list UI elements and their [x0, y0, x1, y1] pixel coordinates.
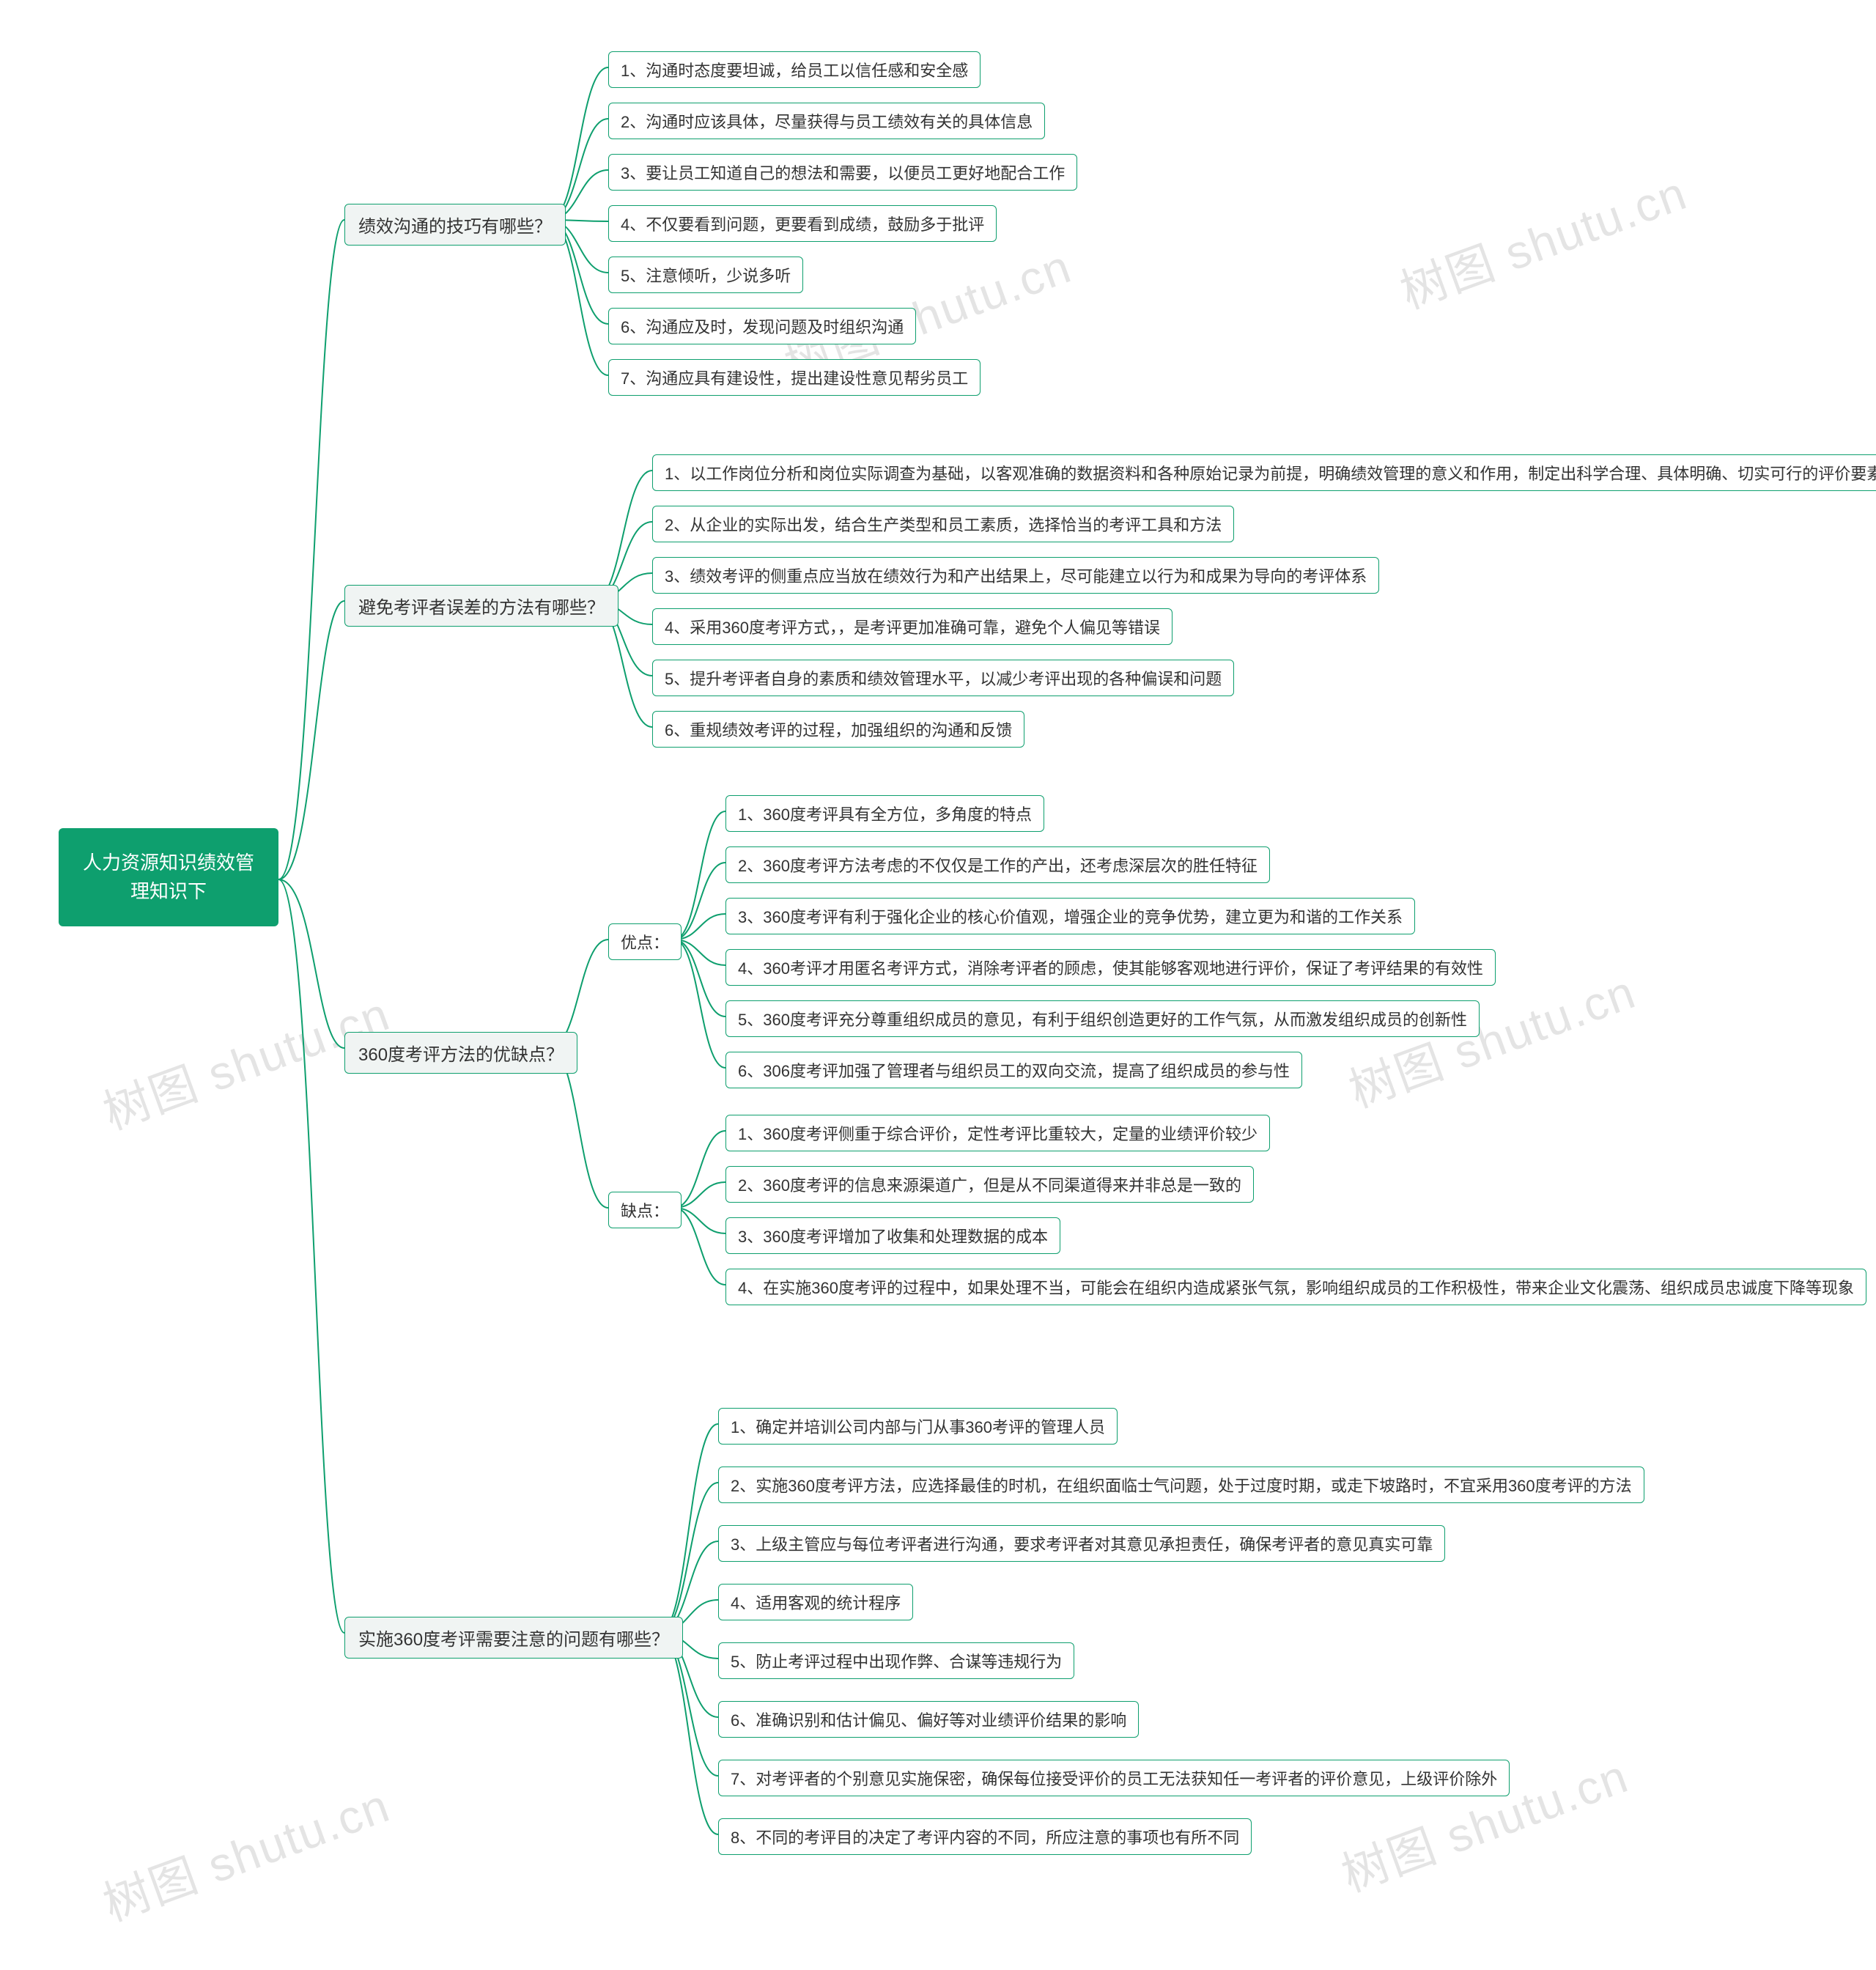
mindmap-canvas: 树图 shutu.cn 树图 shutu.cn 树图 shutu.cn 树图 s… [0, 0, 1876, 1970]
root-node: 人力资源知识绩效管理知识下 [59, 828, 278, 926]
leaf: 3、360度考评有利于强化企业的核心价值观，增强企业的竞争优势，建立更为和谐的工… [725, 898, 1415, 934]
leaf: 5、提升考评者自身的素质和绩效管理水平，以减少考评出现的各种偏误和问题 [652, 660, 1234, 696]
leaf: 5、360度考评充分尊重组织成员的意见，有利于组织创造更好的工作气氛，从而激发组… [725, 1000, 1480, 1037]
branch-communication-skills: 绩效沟通的技巧有哪些？ [344, 204, 566, 246]
leaf: 4、不仅要看到问题，更要看到成绩，鼓励多于批评 [608, 205, 997, 242]
leaf: 6、沟通应及时，发现问题及时组织沟通 [608, 308, 916, 344]
branch-avoid-bias: 避免考评者误差的方法有哪些？ [344, 585, 618, 627]
leaf: 1、360度考评侧重于综合评价，定性考评比重较大，定量的业绩评价较少 [725, 1115, 1270, 1151]
leaf: 3、绩效考评的侧重点应当放在绩效行为和产出结果上，尽可能建立以行为和成果为导向的… [652, 557, 1379, 594]
leaf: 1、以工作岗位分析和岗位实际调查为基础，以客观准确的数据资料和各种原始记录为前提… [652, 454, 1876, 491]
leaf: 6、306度考评加强了管理者与组织员工的双向交流，提高了组织成员的参与性 [725, 1052, 1302, 1088]
leaf: 4、适用客观的统计程序 [718, 1584, 913, 1620]
leaf: 2、实施360度考评方法，应选择最佳的时机，在组织面临士气问题，处于过度时期，或… [718, 1467, 1644, 1503]
watermark: 树图 shutu.cn [93, 1768, 398, 1935]
leaf: 3、要让员工知道自己的想法和需要，以便员工更好地配合工作 [608, 154, 1077, 191]
branch-360-precautions: 实施360度考评需要注意的问题有哪些？ [344, 1617, 683, 1659]
leaf: 6、重规绩效考评的过程，加强组织的沟通和反馈 [652, 711, 1024, 748]
leaf: 2、360度考评的信息来源渠道广，但是从不同渠道得来并非总是一致的 [725, 1166, 1254, 1203]
leaf: 8、不同的考评目的决定了考评内容的不同，所应注意的事项也有所不同 [718, 1818, 1252, 1855]
leaf: 5、防止考评过程中出现作弊、合谋等违规行为 [718, 1642, 1074, 1679]
leaf: 2、沟通时应该具体，尽量获得与员工绩效有关的具体信息 [608, 103, 1045, 139]
leaf: 1、沟通时态度要坦诚，给员工以信任感和安全感 [608, 51, 981, 88]
leaf: 7、对考评者的个别意见实施保密，确保每位接受评价的员工无法获知任一考评者的评价意… [718, 1760, 1510, 1796]
subbranch-pros: 优点： [608, 923, 682, 960]
leaf: 4、采用360度考评方式，，是考评更加准确可靠，避免个人偏见等错误 [652, 608, 1172, 645]
leaf: 6、准确识别和估计偏见、偏好等对业绩评价结果的影响 [718, 1701, 1139, 1738]
leaf: 3、360度考评增加了收集和处理数据的成本 [725, 1217, 1060, 1254]
leaf: 3、上级主管应与每位考评者进行沟通，要求考评者对其意见承担责任，确保考评者的意见… [718, 1525, 1445, 1562]
leaf: 1、360度考评具有全方位，多角度的特点 [725, 795, 1044, 832]
leaf: 4、360考评才用匿名考评方式，消除考评者的顾虑，使其能够客观地进行评价，保证了… [725, 949, 1496, 986]
leaf: 2、360度考评方法考虑的不仅仅是工作的产出，还考虑深层次的胜任特征 [725, 846, 1270, 883]
leaf: 2、从企业的实际出发，结合生产类型和员工素质，选择恰当的考评工具和方法 [652, 506, 1234, 542]
leaf: 4、在实施360度考评的过程中，如果处理不当，可能会在组织内造成紧张气氛，影响组… [725, 1269, 1866, 1305]
leaf: 7、沟通应具有建设性，提出建设性意见帮劣员工 [608, 359, 981, 396]
leaf: 1、确定并培训公司内部与门从事360考评的管理人员 [718, 1408, 1118, 1445]
subbranch-cons: 缺点： [608, 1192, 682, 1228]
branch-360-pros-cons: 360度考评方法的优缺点？ [344, 1032, 577, 1074]
leaf: 5、注意倾听，少说多听 [608, 257, 803, 293]
watermark: 树图 shutu.cn [1390, 156, 1695, 322]
